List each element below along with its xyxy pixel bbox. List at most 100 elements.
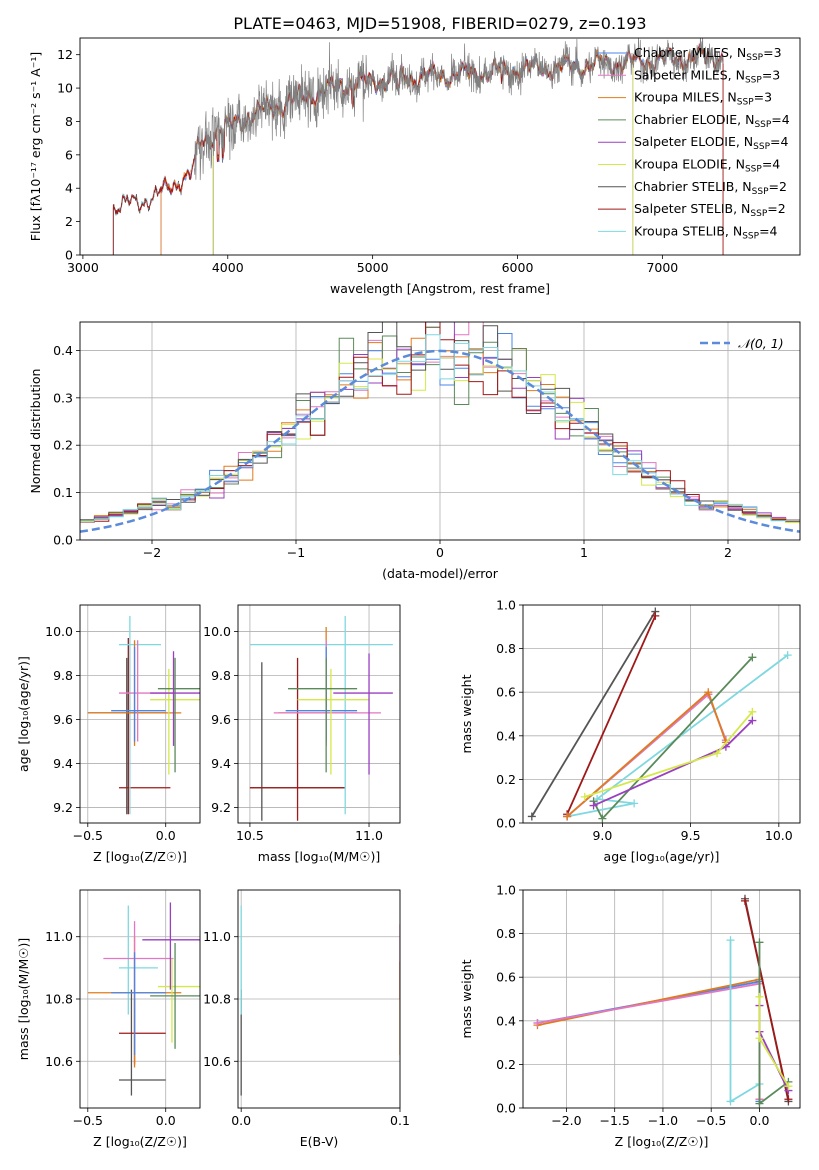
- y-tick-label: 0.1: [53, 485, 73, 500]
- legend-label: Chabrier STELIB, N: [634, 179, 752, 194]
- x-tick-label: −0.5: [73, 1113, 103, 1128]
- legend-value: =4: [771, 112, 789, 127]
- legend-subscript: SSP: [750, 209, 767, 219]
- y-tick-label: 0: [65, 248, 73, 263]
- y-tick-label: 1.0: [496, 883, 516, 898]
- legend-value: =3: [754, 90, 772, 105]
- marker-kroupa_elodie: [755, 1034, 764, 1043]
- x-tick-label: 10.5: [236, 828, 264, 843]
- y-axis-label: mass weight: [459, 959, 474, 1038]
- x-axis-label: E(B-V): [300, 1134, 339, 1149]
- axes-frame: [79, 889, 201, 1109]
- y-tick-label: 11.0: [203, 929, 231, 944]
- y-tick-label: 9.2: [53, 800, 73, 815]
- model-spectrum-salpeter_stelib: [112, 44, 724, 255]
- x-axis-label: wavelength [Angstrom, rest frame]: [330, 281, 550, 296]
- legend-label: Kroupa ELODIE, N: [634, 157, 745, 172]
- x-axis-label: Z [log₁₀(Z/Z☉)]: [615, 1134, 709, 1149]
- legend-entry: 𝒩(0, 1): [738, 336, 784, 351]
- legend-value: =4: [762, 157, 780, 172]
- legend-label: Salpeter ELODIE, N: [634, 134, 753, 149]
- x-tick-label: 0.0: [231, 1113, 251, 1128]
- x-tick-label: 5000: [357, 260, 389, 275]
- y-tick-label: 0.4: [496, 1013, 516, 1028]
- legend-entry: Kroupa ELODIE, NSSP=4: [634, 157, 780, 175]
- legend-entry: Kroupa STELIB, NSSP=4: [634, 223, 778, 241]
- x-tick-label: 6000: [502, 260, 534, 275]
- axes-mass-vs-Z: −0.5 0.0 10.6 10.8 11.0 Z [log₁₀(Z/Z☉)] mass […: [16, 889, 201, 1149]
- axes-frame: [522, 604, 801, 824]
- y-tick-label: 0.6: [496, 685, 516, 700]
- y-tick-label: 10.6: [45, 1054, 73, 1069]
- legend-subscript: SSP: [737, 98, 754, 108]
- axes-frame: [79, 37, 801, 256]
- legend-entry: Chabrier ELODIE, NSSP=4: [634, 112, 790, 130]
- marker-kroupa_miles: [563, 812, 572, 821]
- axes-spectrum: 3000 4000 5000 6000 7000 0 2 4 6 8 10 12 wavelength …: [28, 37, 801, 296]
- legend-entry: Salpeter ELODIE, NSSP=4: [634, 134, 789, 152]
- y-tick-label: 10.8: [45, 992, 73, 1007]
- y-tick-label: 10: [57, 81, 73, 96]
- axes-frame: [237, 889, 401, 1109]
- weight-line-kroupa_miles: [537, 978, 761, 1100]
- plot-area: [112, 38, 724, 255]
- weight-line-kroupa_stelib: [566, 654, 789, 818]
- x-axis-label: age [log₁₀(age/yr)]: [604, 849, 720, 864]
- y-tick-label: 10.6: [203, 1054, 231, 1069]
- marker-salpeter_stelib: [740, 896, 749, 905]
- marker-kroupa_stelib: [630, 799, 639, 808]
- plot-area: [80, 605, 200, 823]
- y-tick-label: 9.6: [211, 712, 231, 727]
- legend-value: =2: [769, 179, 787, 194]
- marker-chabrier_stelib: [527, 812, 536, 821]
- legend-subscript: SSP: [753, 142, 770, 152]
- plot-area: [238, 890, 400, 1108]
- marker-kroupa_elodie: [784, 1082, 793, 1091]
- marker-kroupa_elodie: [755, 992, 764, 1001]
- x-tick-label: 0.1: [390, 1113, 410, 1128]
- legend-entry: Chabrier STELIB, NSSP=2: [634, 179, 787, 197]
- plot-area: [80, 322, 800, 540]
- legend-entry: Kroupa MILES, NSSP=3: [634, 90, 772, 108]
- x-tick-label: −0.5: [696, 1113, 726, 1128]
- y-tick-label: 2: [65, 214, 73, 229]
- legend-subscript: SSP: [745, 165, 762, 175]
- legend-entry: Salpeter MILES, NSSP=3: [634, 67, 780, 85]
- x-axis-label: Z [log₁₀(Z/Z☉)]: [93, 1134, 187, 1149]
- y-tick-label: 0.8: [496, 641, 516, 656]
- x-tick-label: 3000: [67, 260, 99, 275]
- y-tick-label: 0.0: [496, 1101, 516, 1116]
- y-tick-label: 0.4: [496, 728, 516, 743]
- x-tick-label: 0.0: [156, 1113, 176, 1128]
- y-tick-label: 9.8: [211, 668, 231, 683]
- marker-chabrier_elodie: [598, 814, 607, 823]
- x-tick-label: 10.0: [765, 828, 793, 843]
- weight-line-chabrier_stelib: [531, 611, 657, 817]
- weight-line-chabrier_miles: [537, 980, 761, 1102]
- y-axis-label: Normed distribution: [28, 369, 43, 494]
- axes-age-vs-mass: 10.5 11.0 9.2 9.4 9.6 9.8 10.0 mass [log₁₀(M/M☉…: [203, 604, 401, 864]
- legend-subscript: SSP: [754, 120, 771, 130]
- x-tick-label: 4000: [212, 260, 244, 275]
- y-tick-label: 9.4: [211, 756, 231, 771]
- x-tick-label: −2: [143, 545, 161, 560]
- legend-value: =3: [762, 67, 780, 82]
- marker-kroupa_elodie: [580, 792, 589, 801]
- axes-mass-vs-ebv: 0.0 0.1 10.6 10.8 11.0 E(B-V): [203, 889, 410, 1149]
- y-tick-label: 1.0: [496, 598, 516, 613]
- marker-salpeter_elodie: [589, 801, 598, 810]
- x-tick-label: −0.5: [73, 828, 103, 843]
- y-tick-label: 0.4: [53, 343, 73, 358]
- legend-label: Salpeter STELIB, N: [634, 201, 750, 216]
- histogram-salpeter_stelib: [80, 322, 800, 525]
- x-tick-label: −1.0: [648, 1113, 678, 1128]
- marker-chabrier_elodie: [755, 1099, 764, 1108]
- x-tick-label: 0: [436, 545, 444, 560]
- weight-line-salpeter_stelib: [566, 615, 657, 815]
- marker-kroupa_elodie: [748, 707, 757, 716]
- legend-value: =3: [763, 45, 781, 60]
- marker-salpeter_stelib: [651, 611, 660, 620]
- legend-subscript: SSP: [745, 75, 762, 85]
- legend-entry: Salpeter STELIB, NSSP=2: [634, 201, 786, 219]
